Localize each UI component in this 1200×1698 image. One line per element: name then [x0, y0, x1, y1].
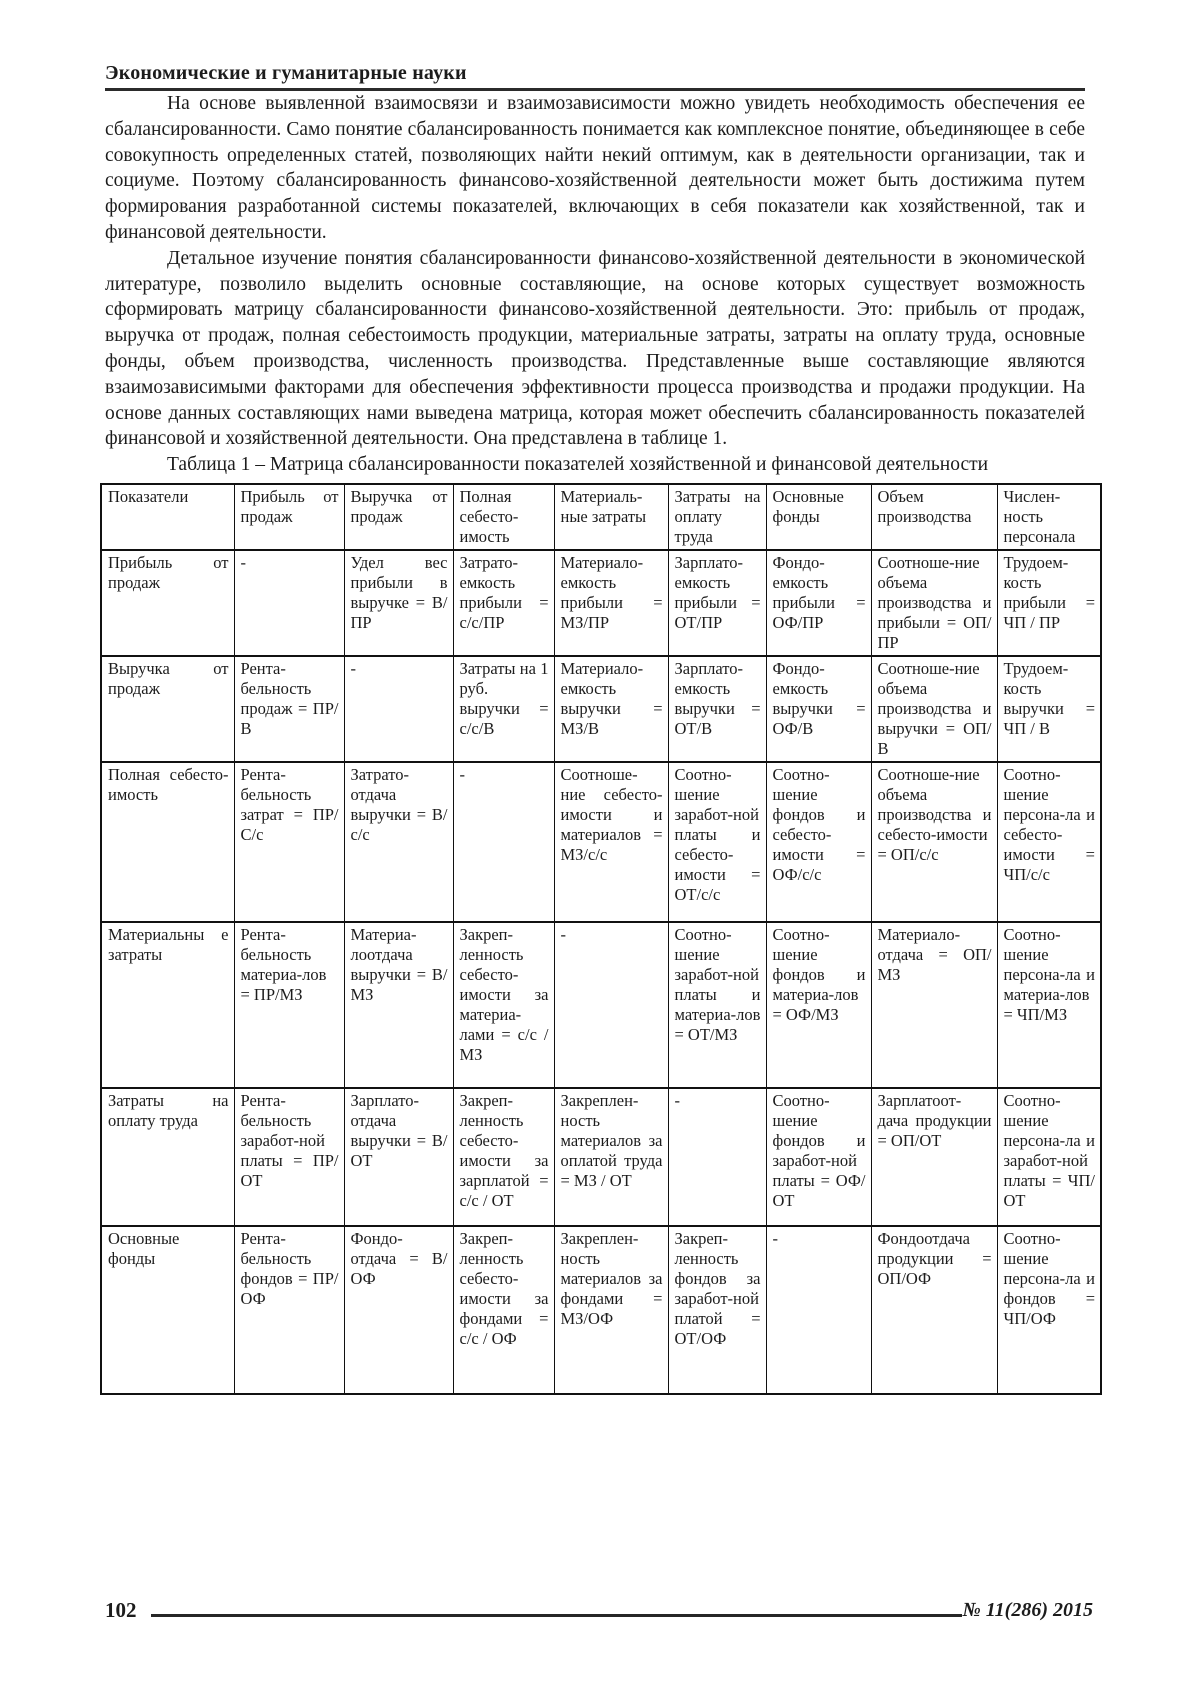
table-cell: Материальны е затраты: [100, 920, 235, 1089]
table-row: Затраты на оплату труда Рента-бельность …: [100, 1086, 1102, 1227]
page-footer: 102 № 11(286) 2015: [105, 1598, 1093, 1622]
table-cell: Трудоем-кость прибыли = ЧП / ПР: [996, 548, 1102, 657]
table-cell: Затраты на оплату труда: [100, 1086, 235, 1227]
column-header: Материаль-ные затраты: [553, 482, 669, 551]
table-cell: Соотноше-ние объема производства и себес…: [870, 760, 998, 923]
table-cell: Закреп-ленность себесто-имости за матери…: [452, 920, 555, 1089]
table-row: Материальны е затраты Рента-бельность ма…: [100, 920, 1102, 1089]
column-header: Основные фонды: [765, 482, 872, 551]
table-cell: Затраты на 1 руб. выручки = с/с/В: [452, 654, 555, 763]
table-cell: Выручка от продаж: [100, 654, 235, 763]
page: Экономические и гуманитарные науки На ос…: [100, 62, 1102, 1395]
column-header: Выручка от продаж: [343, 482, 454, 551]
footer-rule: [150, 1614, 963, 1617]
table-cell: Материало-емкость прибыли = МЗ/ПР: [553, 548, 669, 657]
table-cell: -: [233, 548, 345, 657]
body-paragraph-2: Детальное изучение понятия сбалансирован…: [105, 247, 1085, 450]
table-cell: Закреп-ленность себесто-имости за зарпла…: [452, 1086, 555, 1227]
table-cell: Закреп-ленность себесто-имости за фондам…: [452, 1224, 555, 1395]
table-cell: Соотно-шение персона-ла и материа-лов = …: [996, 920, 1102, 1089]
table-cell: Зарплато-емкость выручки = ОТ/В: [667, 654, 767, 763]
table-cell: Закреплен-ность материалов за фондами = …: [553, 1224, 669, 1395]
body-paragraph-1: На основе выявленной взаимосвязи и взаим…: [105, 93, 1085, 243]
table-cell: -: [765, 1224, 872, 1395]
table-cell: Основные фонды: [100, 1224, 235, 1395]
table-cell: Соотноше-ние объема производства и прибы…: [870, 548, 998, 657]
table-cell: Материало-отдача = ОП/МЗ: [870, 920, 998, 1089]
table-cell: Соотно-шение заработ-ной платы и материа…: [667, 920, 767, 1089]
table-cell: Материа-лоотдача выручки = В/МЗ: [343, 920, 454, 1089]
table-cell: Соотно-шение заработ-ной платы и себесто…: [667, 760, 767, 923]
table-cell: Затрато-емкость прибыли = с/с/ПР: [452, 548, 555, 657]
table-cell: Соотно-шение фондов и материа-лов = ОФ/М…: [765, 920, 872, 1089]
table-cell: Зарплато-емкость прибыли = ОТ/ПР: [667, 548, 767, 657]
header-rule: [105, 88, 1085, 91]
column-header: Полная себесто-имость: [452, 482, 555, 551]
column-header: Числен-ность персонала: [996, 482, 1102, 551]
column-header: Объем производства: [870, 482, 998, 551]
table-cell: Соотно-шение персона-ла и фондов = ЧП/ОФ: [996, 1224, 1102, 1395]
table-cell: Закреп-ленность фондов за заработ-ной пл…: [667, 1224, 767, 1395]
journal-header-title: Экономические и гуманитарные науки: [105, 62, 467, 84]
table-cell: Прибыль от продаж: [100, 548, 235, 657]
table-cell: Материало-емкость выручки = МЗ/В: [553, 654, 669, 763]
balance-matrix-table: Показатели Прибыль от продаж Выручка от …: [100, 482, 1102, 1395]
table-cell: Соотно-шение персона-ла и себесто-имости…: [996, 760, 1102, 923]
footer-page-number: 102: [105, 1598, 137, 1622]
table-cell: Соотноше-ние себесто-имости и материалов…: [553, 760, 669, 923]
table-row: Полная себесто-имость Рента-бельность за…: [100, 760, 1102, 923]
table-cell: Соотноше-ние объема производства и выруч…: [870, 654, 998, 763]
table-cell: -: [452, 760, 555, 923]
column-header: Показатели: [100, 482, 235, 551]
table-cell: Фондо-отдача = В/ОФ: [343, 1224, 454, 1395]
column-header: Затраты на оплату труда: [667, 482, 767, 551]
table-header-row: Показатели Прибыль от продаж Выручка от …: [100, 482, 1102, 551]
column-header: Прибыль от продаж: [233, 482, 345, 551]
table-cell: Рента-бельность заработ-ной платы = ПР/О…: [233, 1086, 345, 1227]
table-caption: Таблица 1 – Матрица сбалансированности п…: [167, 454, 989, 476]
table-cell: Затрато-отдача выручки = В/с/с: [343, 760, 454, 923]
table-cell: Закреплен-ность материалов за оплатой тр…: [553, 1086, 669, 1227]
table-cell: Рента-бельность фондов = ПР/ОФ: [233, 1224, 345, 1395]
table-cell: Рента-бельность продаж = ПР/В: [233, 654, 345, 763]
table-cell: -: [667, 1086, 767, 1227]
table-cell: Соотно-шение персона-ла и заработ-ной пл…: [996, 1086, 1102, 1227]
table-row: Основные фонды Рента-бельность фондов = …: [100, 1224, 1102, 1395]
table-cell: Трудоем-кость выручки = ЧП / В: [996, 654, 1102, 763]
table-cell: Рента-бельность материа-лов = ПР/МЗ: [233, 920, 345, 1089]
table-cell: Зарплато-отдача выручки = В/ОТ: [343, 1086, 454, 1227]
table-row: Выручка от продаж Рента-бельность продаж…: [100, 654, 1102, 763]
table-cell: -: [343, 654, 454, 763]
table-row: Прибыль от продаж - Удел вес прибыли в в…: [100, 548, 1102, 657]
table-cell: Фондо-емкость прибыли = ОФ/ПР: [765, 548, 872, 657]
table-cell: Полная себесто-имость: [100, 760, 235, 923]
table-cell: Соотно-шение фондов и заработ-ной платы …: [765, 1086, 872, 1227]
table-cell: Зарплатоот-дача продукции = ОП/ОТ: [870, 1086, 998, 1227]
table-cell: Рента-бельность затрат = ПР/С/с: [233, 760, 345, 923]
footer-issue-number: № 11(286) 2015: [962, 1599, 1093, 1621]
table-cell: Фондоотдача продукции = ОП/ОФ: [870, 1224, 998, 1395]
table-cell: -: [553, 920, 669, 1089]
table-cell: Соотно-шение фондов и себесто-имости = О…: [765, 760, 872, 923]
table-cell: Удел вес прибыли в выручке = В/ПР: [343, 548, 454, 657]
table-cell: Фондо-емкость выручки = ОФ/В: [765, 654, 872, 763]
